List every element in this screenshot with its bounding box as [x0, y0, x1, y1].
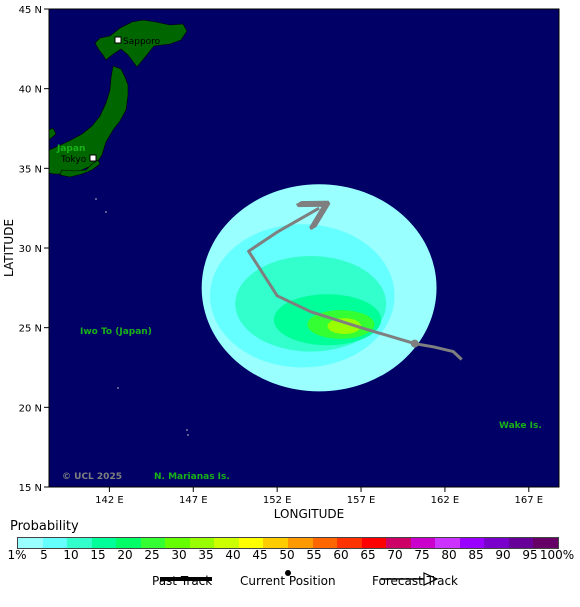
colorbar-label: 65 [360, 548, 376, 562]
colorbar-label: 35 [198, 548, 214, 562]
wake-island-label: Wake Is. [499, 421, 542, 431]
copyright-label: © UCL 2025 [62, 472, 122, 482]
y-tick-label: 15 N [19, 483, 42, 494]
current-position-key-label: Current Position [240, 574, 336, 588]
x-tick-label: 162 E [431, 495, 460, 506]
colorbar-segment [263, 538, 289, 548]
colorbar-segment [508, 538, 534, 548]
y-axis-ticks: 45 N 40 N 35 N 30 N 25 N 20 N 15 N [19, 5, 49, 494]
colorbar-segment [238, 538, 264, 548]
colorbar-label: 85 [468, 548, 484, 562]
y-tick-label: 35 N [19, 164, 42, 175]
colorbar-label: 75 [414, 548, 430, 562]
colorbar-label: 80 [441, 548, 457, 562]
probability-colorbar [17, 537, 559, 549]
colorbar-segment [214, 538, 239, 548]
colorbar-segment [435, 538, 460, 548]
tokyo-marker: Tokyo [60, 154, 97, 165]
tokyo-label: Tokyo [60, 155, 87, 165]
y-tick-label: 25 N [19, 324, 42, 335]
colorbar-segment [140, 538, 166, 548]
y-tick-label: 20 N [19, 403, 42, 414]
x-axis-ticks: 142 E 147 E 152 E 157 E 162 E 167 E [95, 487, 543, 506]
colorbar-segment [116, 538, 141, 548]
colorbar-label: 90 [495, 548, 511, 562]
marianas-label: N. Marianas Is. [154, 472, 230, 482]
japan-land [49, 19, 188, 178]
past-track-key-label: Past Track [152, 574, 213, 588]
colorbar-label: 100% [539, 548, 575, 562]
y-tick-label: 30 N [19, 244, 42, 255]
iwo-to-label: Iwo To (Japan) [80, 327, 152, 337]
colorbar-segment [337, 538, 362, 548]
colorbar-segment [165, 538, 190, 548]
y-tick-label: 45 N [19, 5, 42, 16]
japan-label: Japan [56, 144, 85, 154]
colorbar-label: 70 [387, 548, 403, 562]
colorbar-label: 25 [144, 548, 160, 562]
colorbar-label: 50 [279, 548, 295, 562]
x-tick-label: 157 E [347, 495, 376, 506]
forecast-track-line [247, 208, 416, 346]
x-tick-label: 167 E [515, 495, 544, 506]
probability-zones [201, 184, 437, 392]
colorbar-label: 20 [117, 548, 133, 562]
colorbar-segment [484, 538, 509, 548]
colorbar-segment [42, 538, 68, 548]
colorbar-label: 10 [63, 548, 79, 562]
colorbar-segment [18, 538, 43, 548]
colorbar-label: 95 [522, 548, 538, 562]
x-axis-title: LONGITUDE [274, 507, 344, 521]
probability-zone-5 [327, 318, 362, 335]
past-track-line [414, 342, 463, 361]
y-tick-label: 40 N [19, 85, 42, 96]
current-position-marker [410, 339, 419, 348]
legend-title: Probability [10, 519, 79, 534]
colorbar-label: 60 [333, 548, 349, 562]
colorbar-segment [312, 538, 338, 548]
legend-key [160, 570, 439, 586]
sapporo-label: Sapporo [123, 37, 161, 47]
forecast-track-key-label: Forecast Track [372, 574, 458, 588]
x-tick-label: 147 E [179, 495, 208, 506]
colorbar-segment [288, 538, 313, 548]
colorbar-label: 15 [90, 548, 106, 562]
colorbar-segment [91, 538, 117, 548]
colorbar-label: 5 [40, 548, 48, 562]
colorbar-label: 45 [252, 548, 268, 562]
colorbar-segment [189, 538, 215, 548]
colorbar-segment [67, 538, 92, 548]
x-tick-label: 152 E [263, 495, 292, 506]
colorbar-segment [533, 538, 559, 548]
colorbar-segment [410, 538, 436, 548]
sapporo-marker: Sapporo [114, 36, 161, 47]
colorbar-label: 55 [306, 548, 322, 562]
colorbar-segment [459, 538, 485, 548]
colorbar-segment [361, 538, 387, 548]
probability-scale-labels: 1% 5 10 15 20 25 30 35 40 45 50 55 60 65 70 75 80 85 90 95 1… [0, 548, 580, 562]
current-position-swatch [285, 570, 291, 576]
forecast-arrow-icon [423, 572, 439, 586]
small-islands [95, 198, 189, 436]
colorbar-label: 30 [171, 548, 187, 562]
colorbar-segment [386, 538, 411, 548]
x-tick-label: 142 E [95, 495, 124, 506]
colorbar-label: 40 [225, 548, 241, 562]
y-axis-title: LATITUDE [2, 219, 16, 277]
colorbar-label: 1% [7, 548, 27, 562]
